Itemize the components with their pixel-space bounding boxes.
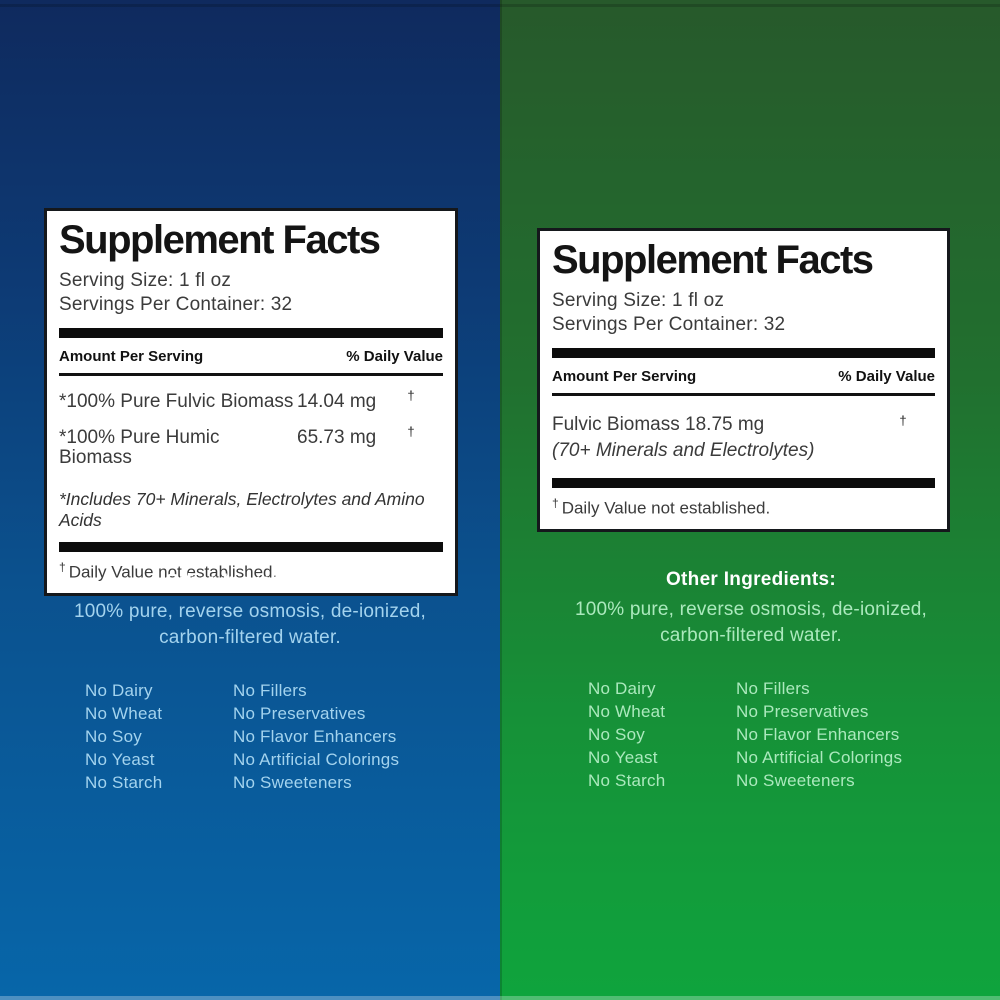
no-list-item: No Sweeteners bbox=[736, 771, 855, 790]
no-list-item: No Wheat bbox=[85, 704, 163, 723]
dagger-mark: † bbox=[407, 424, 415, 439]
no-list-item: No Flavor Enhancers bbox=[233, 727, 397, 746]
other-ingredients-line2: carbon-filtered water. bbox=[159, 627, 341, 648]
right-no-lists: No Dairy No Wheat No Soy No Yeast No Sta… bbox=[588, 677, 902, 792]
no-list-item: No Fillers bbox=[736, 679, 810, 698]
thick-rule bbox=[552, 348, 935, 358]
right-supplement-facts-card: Supplement Facts Serving Size: 1 fl oz S… bbox=[537, 228, 950, 532]
no-list-column-1: No Dairy No Wheat No Soy No Yeast No Sta… bbox=[85, 679, 233, 794]
nutrient-amount: 14.04 mg bbox=[297, 391, 377, 412]
left-no-lists: No Dairy No Wheat No Soy No Yeast No Sta… bbox=[85, 679, 399, 794]
no-list-column-2: No Fillers No Preservatives No Flavor En… bbox=[233, 679, 399, 794]
no-list-item: No Fillers bbox=[233, 681, 307, 700]
right-servings-per-container: Servings Per Container: 32 bbox=[552, 314, 786, 335]
no-list-item: No Flavor Enhancers bbox=[736, 725, 900, 744]
nutrient-name: Fulvic Biomass 18.75 mg bbox=[552, 414, 765, 435]
right-panel-green: Supplement Facts Serving Size: 1 fl oz S… bbox=[500, 0, 1000, 1000]
nutrient-name: *100% Pure Fulvic Biomass bbox=[59, 391, 294, 412]
nutrient-subtext: (70+ Minerals and Electrolytes) bbox=[552, 440, 815, 461]
other-ingredients-line2: carbon-filtered water. bbox=[660, 625, 842, 646]
dagger-mark: † bbox=[407, 388, 415, 403]
no-list-item: No Sweeteners bbox=[233, 773, 352, 792]
thick-rule bbox=[59, 328, 443, 338]
other-ingredients-line1: 100% pure, reverse osmosis, de-ionized, bbox=[574, 599, 928, 620]
right-nutrient-row-fulvic: Fulvic Biomass 18.75 mg (70+ Minerals an… bbox=[552, 396, 935, 464]
right-footnote: † Daily Value not established. bbox=[552, 488, 935, 529]
left-footnote: † Daily Value not established. bbox=[59, 552, 443, 593]
footnote-text: Daily Value not established. bbox=[68, 562, 278, 582]
right-daily-value-header: % Daily Value bbox=[838, 368, 935, 385]
dagger-mark: † bbox=[899, 413, 907, 428]
left-includes-note: *Includes 70+ Minerals, Electrolytes and… bbox=[59, 489, 425, 530]
no-list-item: No Starch bbox=[85, 773, 163, 792]
left-other-ingredients: Other Ingredients: 100% pure, reverse os… bbox=[0, 571, 500, 651]
left-nutrient-row-fulvic: *100% Pure Fulvic Biomass 14.04 mg † bbox=[59, 376, 443, 412]
dagger-mark: † bbox=[59, 560, 66, 574]
no-list-item: No Preservatives bbox=[736, 702, 869, 721]
no-list-column-1: No Dairy No Wheat No Soy No Yeast No Sta… bbox=[588, 677, 736, 792]
other-ingredients-title: Other Ingredients: bbox=[665, 569, 837, 590]
right-other-ingredients: Other Ingredients: 100% pure, reverse os… bbox=[502, 569, 1000, 649]
no-list-item: No Starch bbox=[588, 771, 666, 790]
no-list-item: No Soy bbox=[85, 727, 142, 746]
thick-rule bbox=[59, 542, 443, 552]
no-list-item: No Wheat bbox=[588, 702, 666, 721]
nutrient-name-block: Fulvic Biomass 18.75 mg (70+ Minerals an… bbox=[552, 412, 871, 464]
footnote-text: Daily Value not established. bbox=[561, 498, 771, 518]
right-amount-per-serving-header: Amount Per Serving bbox=[552, 368, 697, 385]
left-amount-per-serving-header: Amount Per Serving bbox=[59, 348, 204, 365]
left-serving-size: Serving Size: 1 fl oz bbox=[59, 270, 232, 291]
left-facts-header-row: Amount Per Serving % Daily Value bbox=[59, 338, 443, 373]
other-ingredients-line1: 100% pure, reverse osmosis, de-ionized, bbox=[73, 601, 427, 622]
right-serving-size: Serving Size: 1 fl oz bbox=[552, 290, 725, 311]
nutrient-name: *100% Pure Humic Biomass bbox=[59, 427, 220, 468]
no-list-item: No Soy bbox=[588, 725, 645, 744]
no-list-item: No Dairy bbox=[588, 679, 656, 698]
no-list-item: No Artificial Colorings bbox=[233, 750, 400, 769]
no-list-column-2: No Fillers No Preservatives No Flavor En… bbox=[736, 677, 902, 792]
thick-rule bbox=[552, 478, 935, 488]
left-supplement-facts-card: Supplement Facts Serving Size: 1 fl oz S… bbox=[44, 208, 458, 596]
nutrient-amount: 65.73 mg bbox=[297, 427, 377, 448]
no-list-item: No Yeast bbox=[85, 750, 155, 769]
no-list-item: No Dairy bbox=[85, 681, 153, 700]
right-facts-header-row: Amount Per Serving % Daily Value bbox=[552, 358, 935, 393]
dagger-mark: † bbox=[552, 496, 559, 510]
right-facts-title: Supplement Facts bbox=[552, 238, 874, 282]
no-list-item: No Artificial Colorings bbox=[736, 748, 903, 767]
left-panel-blue: Supplement Facts Serving Size: 1 fl oz S… bbox=[0, 0, 500, 1000]
left-servings-per-container: Servings Per Container: 32 bbox=[59, 294, 293, 315]
left-nutrient-row-humic: *100% Pure Humic Biomass 65.73 mg † bbox=[59, 412, 443, 468]
thin-rule bbox=[59, 373, 443, 376]
no-list-item: No Preservatives bbox=[233, 704, 366, 723]
left-facts-title: Supplement Facts bbox=[59, 218, 381, 262]
other-ingredients-title: Other Ingredients: bbox=[164, 571, 336, 592]
no-list-item: No Yeast bbox=[588, 748, 658, 767]
thin-rule bbox=[552, 393, 935, 396]
left-daily-value-header: % Daily Value bbox=[346, 348, 443, 365]
